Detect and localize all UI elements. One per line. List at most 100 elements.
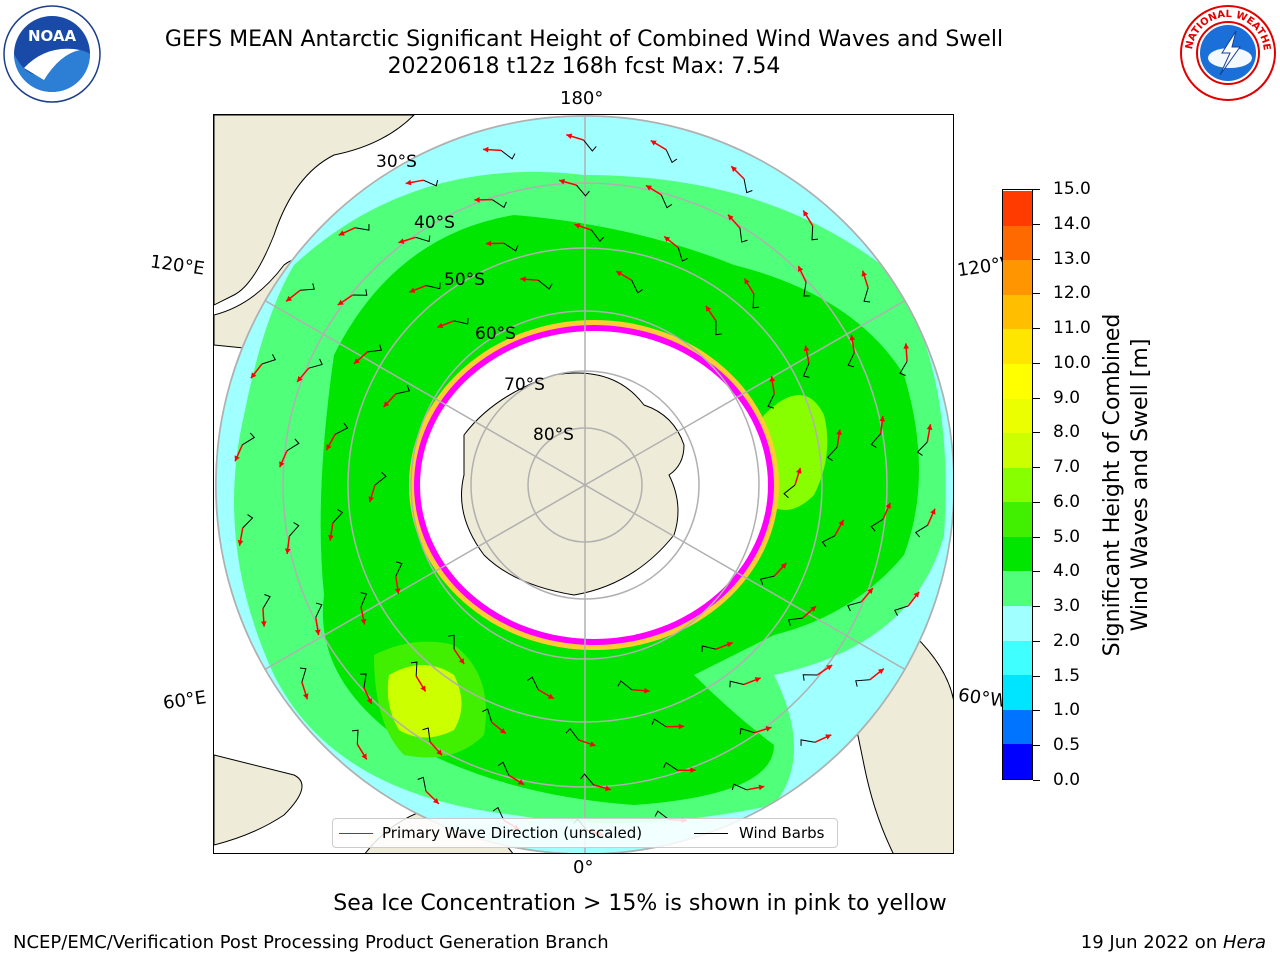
wind-barb <box>482 708 493 723</box>
chart-title: GEFS MEAN Antarctic Significant Height o… <box>164 27 1004 52</box>
wave-arrow-head <box>913 591 920 598</box>
wind-barb <box>663 761 678 771</box>
wind-barb <box>767 393 775 409</box>
land-corner-topleft <box>214 115 415 306</box>
wind-barb <box>242 514 254 529</box>
wave-arrow-head <box>520 276 526 283</box>
land-bottom-left-africa <box>214 754 303 846</box>
wave-arrow-head <box>879 416 886 422</box>
colorbar-bin <box>1003 225 1032 261</box>
wave-arrow-head <box>432 798 439 804</box>
wave-arrow-head <box>260 621 267 627</box>
date-text: 19 Jun 2022 on Hera <box>1081 932 1266 953</box>
colorbar-tick <box>1033 675 1040 677</box>
wind-barb <box>855 679 870 687</box>
wave-arrow-head <box>420 685 426 692</box>
wave-arrow-head <box>458 658 465 665</box>
wave-arrow-head <box>877 668 884 675</box>
legend-label-barb: Wind Barbs <box>739 824 825 842</box>
wind-barb <box>360 592 368 608</box>
wave-arrow-head <box>836 429 842 435</box>
wind-barb <box>729 680 744 688</box>
colorbar-bin <box>1003 709 1032 745</box>
wind-barb <box>847 601 862 612</box>
wind-barb <box>752 293 760 309</box>
wave-arrow-head <box>803 210 809 217</box>
wind-barb <box>583 139 597 152</box>
colorbar <box>1002 189 1033 780</box>
wave-arrow-head <box>398 238 405 244</box>
wind-barb <box>497 761 510 776</box>
wave-arrow-head <box>574 223 581 229</box>
wind-barb <box>826 446 838 462</box>
wave-arrow-head <box>360 618 367 625</box>
wave-arrow-head <box>547 693 554 699</box>
colorbar-tick-label: 0.5 <box>1053 735 1081 756</box>
wave-arrow-head <box>796 467 802 474</box>
wave-arrow-head <box>885 502 891 509</box>
wind-barb <box>821 535 836 548</box>
wave-arrow-head <box>926 424 933 430</box>
wave-arrow-head <box>758 784 765 791</box>
wind-barb <box>916 441 928 456</box>
lon-label-180: 180° <box>560 88 604 109</box>
graticule <box>215 115 953 853</box>
wind-barb <box>863 287 871 303</box>
wave-arrow-head <box>234 455 240 462</box>
colorbar-tick <box>1033 536 1040 538</box>
wave-arrow-head <box>366 698 372 705</box>
wind-barb <box>448 634 455 650</box>
wind-barb <box>395 561 403 577</box>
colorbar-tick <box>1033 432 1040 434</box>
wind-barb <box>899 361 908 376</box>
wind-barb <box>800 739 815 746</box>
lat-label-30s: 30°S <box>376 152 417 172</box>
lat-label-40s: 40°S <box>414 213 455 233</box>
wave-arrow-head <box>297 376 303 382</box>
wave-arrow-head <box>810 606 817 612</box>
lon-label-60e: 60°E <box>161 687 208 714</box>
colorbar-tick <box>1033 501 1040 503</box>
colorbar-tick-label: 6.0 <box>1053 491 1081 512</box>
wind-barb <box>701 645 717 653</box>
wave-arrow-head <box>314 629 321 636</box>
wind-barb <box>802 674 818 681</box>
wave-arrow-head <box>559 178 565 185</box>
date-host: Hera <box>1222 932 1266 953</box>
wave-arrow-head <box>825 734 832 740</box>
colorbar-tick <box>1033 223 1040 225</box>
wind-barb <box>410 661 418 677</box>
lon-label-0: 0° <box>573 857 594 878</box>
wind-barb <box>503 242 519 252</box>
colorbar-tick <box>1033 362 1040 364</box>
wind-barb <box>617 680 633 691</box>
wave-arrow-head <box>867 588 873 594</box>
wave-arrow-head <box>731 166 738 172</box>
wave-arrow-head <box>690 767 696 774</box>
wave-arrow-head <box>279 461 285 468</box>
wave-arrow-head <box>337 299 344 306</box>
wave-arrow-head <box>338 230 345 236</box>
date-prefix: 19 Jun 2022 on <box>1080 932 1223 953</box>
wind-barb <box>492 806 505 821</box>
wave-arrow-head <box>769 376 776 382</box>
lat-label-70s: 70°S <box>504 375 545 395</box>
legend-swatch-barb <box>694 833 728 834</box>
wave-arrow-head <box>726 641 733 648</box>
wind-barb <box>492 199 507 209</box>
wave-arrow-head <box>368 496 374 503</box>
wind-barb <box>415 235 431 243</box>
wind-barb <box>242 432 256 446</box>
wind-barb <box>355 224 370 231</box>
wave-arrow-head <box>284 548 291 554</box>
colorbar-tick-label: 10.0 <box>1053 352 1091 373</box>
wind-barb <box>286 438 300 452</box>
wind-barb <box>261 354 276 365</box>
wind-barb <box>591 229 605 243</box>
colorbar-tick-label: 1.5 <box>1053 665 1081 686</box>
nws-logo: NATIONAL WEATHER SERVICE <box>1178 3 1276 101</box>
wave-arrow-head <box>765 726 772 732</box>
wave-arrow-head <box>826 664 833 671</box>
wave-arrow-head <box>485 240 492 247</box>
wind-barb <box>300 283 315 291</box>
